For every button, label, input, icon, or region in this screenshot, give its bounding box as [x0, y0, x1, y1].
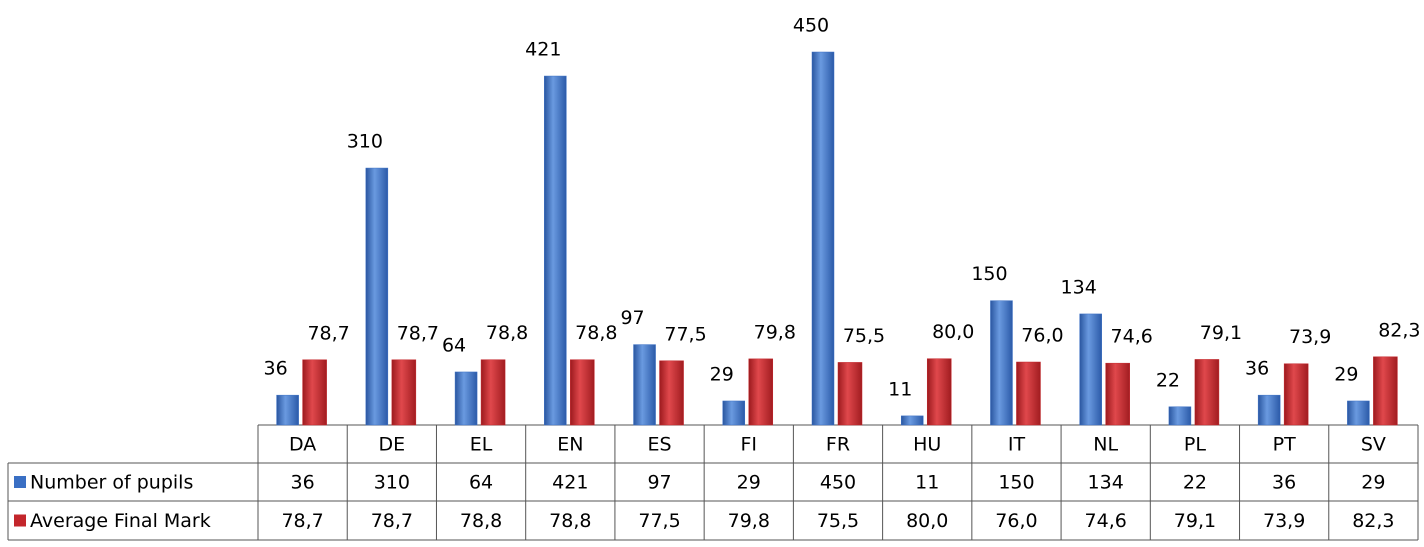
- bar: [722, 400, 746, 426]
- bar: [837, 362, 863, 426]
- legend-key: [14, 514, 26, 527]
- data-label: 310: [347, 131, 383, 153]
- data-label: 29: [1334, 363, 1358, 385]
- data-label: 64: [442, 334, 466, 356]
- bar: [990, 300, 1013, 426]
- table-cell: 150: [998, 472, 1034, 494]
- data-label: 75,5: [843, 325, 885, 347]
- data-label: 421: [525, 39, 561, 61]
- data-label: 77,5: [664, 323, 706, 345]
- bar: [302, 359, 327, 426]
- data-label: 78,8: [486, 322, 528, 344]
- bar: [811, 51, 835, 426]
- category-label: IT: [1008, 434, 1026, 456]
- table-cell: 310: [374, 472, 410, 494]
- bar: [926, 358, 952, 426]
- data-label: 97: [620, 307, 644, 329]
- table-cell: 22: [1183, 472, 1207, 494]
- category-label: SV: [1361, 434, 1386, 456]
- bar: [659, 360, 684, 426]
- data-label: 80,0: [932, 321, 974, 343]
- category-label: PT: [1273, 434, 1296, 456]
- category-label: PL: [1184, 434, 1206, 456]
- bar: [1016, 361, 1041, 426]
- data-label: 78,8: [575, 322, 617, 344]
- data-label: 450: [793, 15, 829, 37]
- data-label: 22: [1156, 369, 1180, 391]
- bar: [633, 344, 656, 426]
- table-cell: 75,5: [817, 510, 859, 532]
- category-label: DE: [379, 434, 406, 456]
- table-cell: 78,8: [460, 510, 502, 532]
- bar: [454, 371, 478, 426]
- bar: [1347, 400, 1370, 426]
- bar: [480, 359, 506, 426]
- bar: [1168, 406, 1192, 426]
- category-label: EN: [557, 434, 583, 456]
- table-cell: 74,6: [1085, 510, 1127, 532]
- data-label: 79,8: [754, 321, 796, 343]
- category-label: FR: [826, 434, 850, 456]
- table-cell: 11: [915, 472, 939, 494]
- bar: [570, 359, 595, 426]
- data-label: 76,0: [1021, 325, 1063, 347]
- category-label: EL: [470, 434, 493, 456]
- bar: [276, 394, 299, 426]
- table-cell: 79,8: [728, 510, 770, 532]
- legend-key: [14, 476, 26, 488]
- table-cell: 29: [737, 472, 761, 494]
- category-label: DA: [289, 434, 316, 456]
- bar: [391, 359, 417, 426]
- data-label: 78,7: [397, 322, 439, 344]
- data-label: 74,6: [1111, 326, 1153, 348]
- table-cell: 78,7: [281, 510, 323, 532]
- data-label: 134: [1061, 276, 1097, 298]
- category-label: HU: [913, 434, 941, 456]
- table-cell: 80,0: [906, 510, 948, 532]
- table-cell: 77,5: [638, 510, 680, 532]
- table-cell: 29: [1361, 472, 1385, 494]
- legend-label: Number of pupils: [30, 472, 193, 494]
- bar: [1283, 363, 1309, 426]
- table-cell: 64: [469, 472, 493, 494]
- bar: [900, 415, 924, 426]
- bar: [1373, 356, 1398, 426]
- bar: [1257, 394, 1281, 426]
- data-label: 78,7: [307, 322, 349, 344]
- legend-label: Average Final Mark: [30, 510, 211, 532]
- data-label: 73,9: [1289, 326, 1331, 348]
- data-label: 11: [888, 378, 912, 400]
- data-label: 36: [264, 358, 288, 380]
- bar: [1194, 359, 1220, 426]
- table-cell: 78,8: [549, 510, 591, 532]
- data-label: 29: [710, 363, 734, 385]
- data-label: 150: [971, 263, 1007, 285]
- bar: [748, 358, 774, 426]
- data-label: 79,1: [1200, 322, 1242, 344]
- table-cell: 78,7: [371, 510, 413, 532]
- category-label: ES: [647, 434, 671, 456]
- bar: [1105, 362, 1130, 426]
- table-cell: 36: [291, 472, 315, 494]
- table-cell: 97: [647, 472, 671, 494]
- table-cell: 82,3: [1352, 510, 1394, 532]
- category-label: FI: [740, 434, 757, 456]
- table-cell: 134: [1088, 472, 1124, 494]
- table-cell: 421: [552, 472, 588, 494]
- bar: [365, 167, 389, 426]
- table-cell: 73,9: [1263, 510, 1305, 532]
- table-cell: 79,1: [1174, 510, 1216, 532]
- bar: [544, 75, 567, 426]
- table-cell: 450: [820, 472, 856, 494]
- data-label: 36: [1245, 358, 1269, 380]
- table-cell: 76,0: [995, 510, 1037, 532]
- bar: [1079, 313, 1102, 426]
- table-cell: 36: [1272, 472, 1296, 494]
- category-label: NL: [1093, 434, 1118, 456]
- data-label: 82,3: [1378, 319, 1420, 341]
